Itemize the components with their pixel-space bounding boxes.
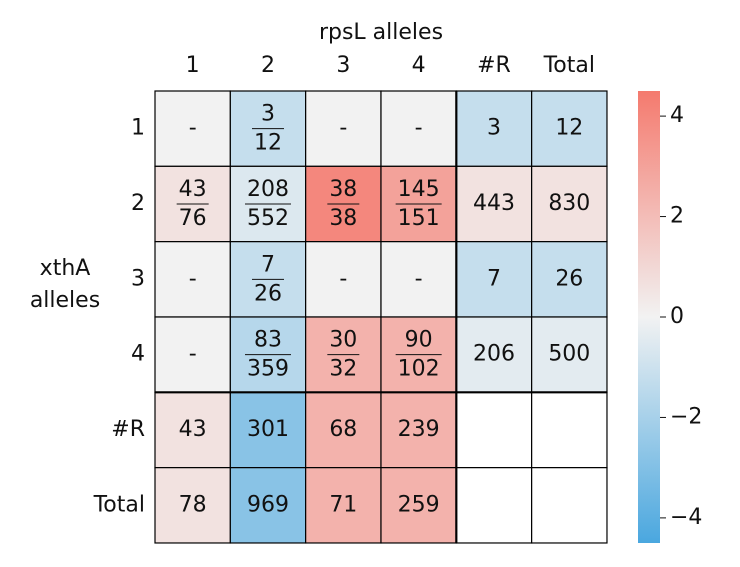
cell-label: 7 bbox=[487, 266, 501, 291]
cell-numerator: 83 bbox=[254, 328, 282, 353]
cell-label: 239 bbox=[398, 417, 440, 442]
cell-denominator: 359 bbox=[247, 357, 289, 382]
cell-label: 500 bbox=[548, 342, 590, 367]
cell-label: - bbox=[189, 342, 197, 367]
heatmap-cell bbox=[455, 316, 533, 393]
cell-denominator: 151 bbox=[398, 206, 440, 231]
heatmap-cell bbox=[229, 391, 307, 469]
y-axis-title: xthA bbox=[40, 256, 91, 281]
heatmap-cell bbox=[455, 391, 533, 469]
cell-label: 12 bbox=[555, 116, 583, 141]
y-tick-label: 1 bbox=[131, 116, 145, 141]
cell-label: - bbox=[189, 116, 197, 141]
y-tick-label: 4 bbox=[131, 342, 145, 367]
cell-numerator: 30 bbox=[329, 328, 357, 353]
cell-label: 259 bbox=[398, 492, 440, 517]
cell-denominator: 552 bbox=[247, 206, 289, 231]
heatmap-cell bbox=[455, 165, 533, 243]
cell-label: 206 bbox=[473, 342, 515, 367]
heatmap-cell bbox=[531, 316, 608, 393]
cell-label: - bbox=[415, 116, 423, 141]
cell-label: - bbox=[339, 116, 347, 141]
heatmap-cell bbox=[305, 391, 382, 469]
heatmap-cell bbox=[455, 467, 533, 544]
heatmap-cell bbox=[380, 467, 457, 544]
heatmap-cell bbox=[531, 467, 608, 544]
colorbar-tick-label: −2 bbox=[670, 404, 702, 429]
heatmap-cell bbox=[154, 90, 231, 167]
colorbar bbox=[638, 91, 660, 543]
cell-numerator: 208 bbox=[247, 177, 289, 202]
heatmap-cell bbox=[380, 391, 457, 469]
cell-label: 969 bbox=[247, 492, 289, 517]
heatmap-cell bbox=[154, 391, 231, 469]
cell-label: 443 bbox=[473, 191, 515, 216]
x-tick-label: 2 bbox=[261, 53, 275, 78]
y-tick-label: #R bbox=[111, 417, 145, 442]
x-tick-label: Total bbox=[543, 53, 595, 78]
cell-denominator: 38 bbox=[329, 206, 357, 231]
x-tick-label: #R bbox=[477, 53, 511, 78]
cell-label: 26 bbox=[555, 266, 583, 291]
x-tick-label: 4 bbox=[412, 53, 426, 78]
y-tick-label: 2 bbox=[131, 191, 145, 216]
cell-denominator: 76 bbox=[179, 206, 207, 231]
y-tick-label: 3 bbox=[131, 266, 145, 291]
x-axis-title: rpsL alleles bbox=[319, 20, 443, 45]
cell-label: 830 bbox=[548, 191, 590, 216]
colorbar-tick-label: −4 bbox=[670, 505, 702, 530]
cell-label: - bbox=[189, 266, 197, 291]
heatmap-cell bbox=[229, 467, 307, 544]
colorbar-tick-label: 4 bbox=[670, 103, 684, 128]
cell-label: 3 bbox=[487, 116, 501, 141]
heatmap-cell bbox=[154, 241, 231, 318]
cell-label: 43 bbox=[179, 417, 207, 442]
cell-label: 68 bbox=[329, 417, 357, 442]
cell-label: 71 bbox=[329, 492, 357, 517]
cell-numerator: 38 bbox=[329, 177, 357, 202]
heatmap-cell bbox=[531, 241, 608, 318]
cell-denominator: 12 bbox=[254, 131, 282, 156]
cell-label: 78 bbox=[179, 492, 207, 517]
cell-label: - bbox=[415, 266, 423, 291]
cell-denominator: 102 bbox=[398, 357, 440, 382]
colorbar-tick-label: 2 bbox=[670, 204, 684, 229]
cell-numerator: 43 bbox=[179, 177, 207, 202]
cell-denominator: 32 bbox=[329, 357, 357, 382]
y-tick-label: Total bbox=[93, 492, 145, 517]
x-tick-label: 3 bbox=[336, 53, 350, 78]
cell-numerator: 90 bbox=[405, 328, 433, 353]
cell-numerator: 7 bbox=[261, 252, 275, 277]
x-tick-label: 1 bbox=[186, 53, 200, 78]
cell-numerator: 3 bbox=[261, 102, 275, 127]
y-axis-title: alleles bbox=[30, 288, 100, 313]
cell-numerator: 145 bbox=[398, 177, 440, 202]
cell-label: 301 bbox=[247, 417, 289, 442]
heatmap-cell bbox=[455, 241, 533, 318]
heatmap-cell bbox=[531, 165, 608, 243]
heatmap-cell bbox=[531, 391, 608, 469]
heatmap-cell bbox=[305, 467, 382, 544]
cell-denominator: 26 bbox=[254, 281, 282, 306]
colorbar-tick-label: 0 bbox=[670, 304, 684, 329]
heatmap-cell bbox=[531, 90, 608, 167]
cell-label: - bbox=[339, 266, 347, 291]
